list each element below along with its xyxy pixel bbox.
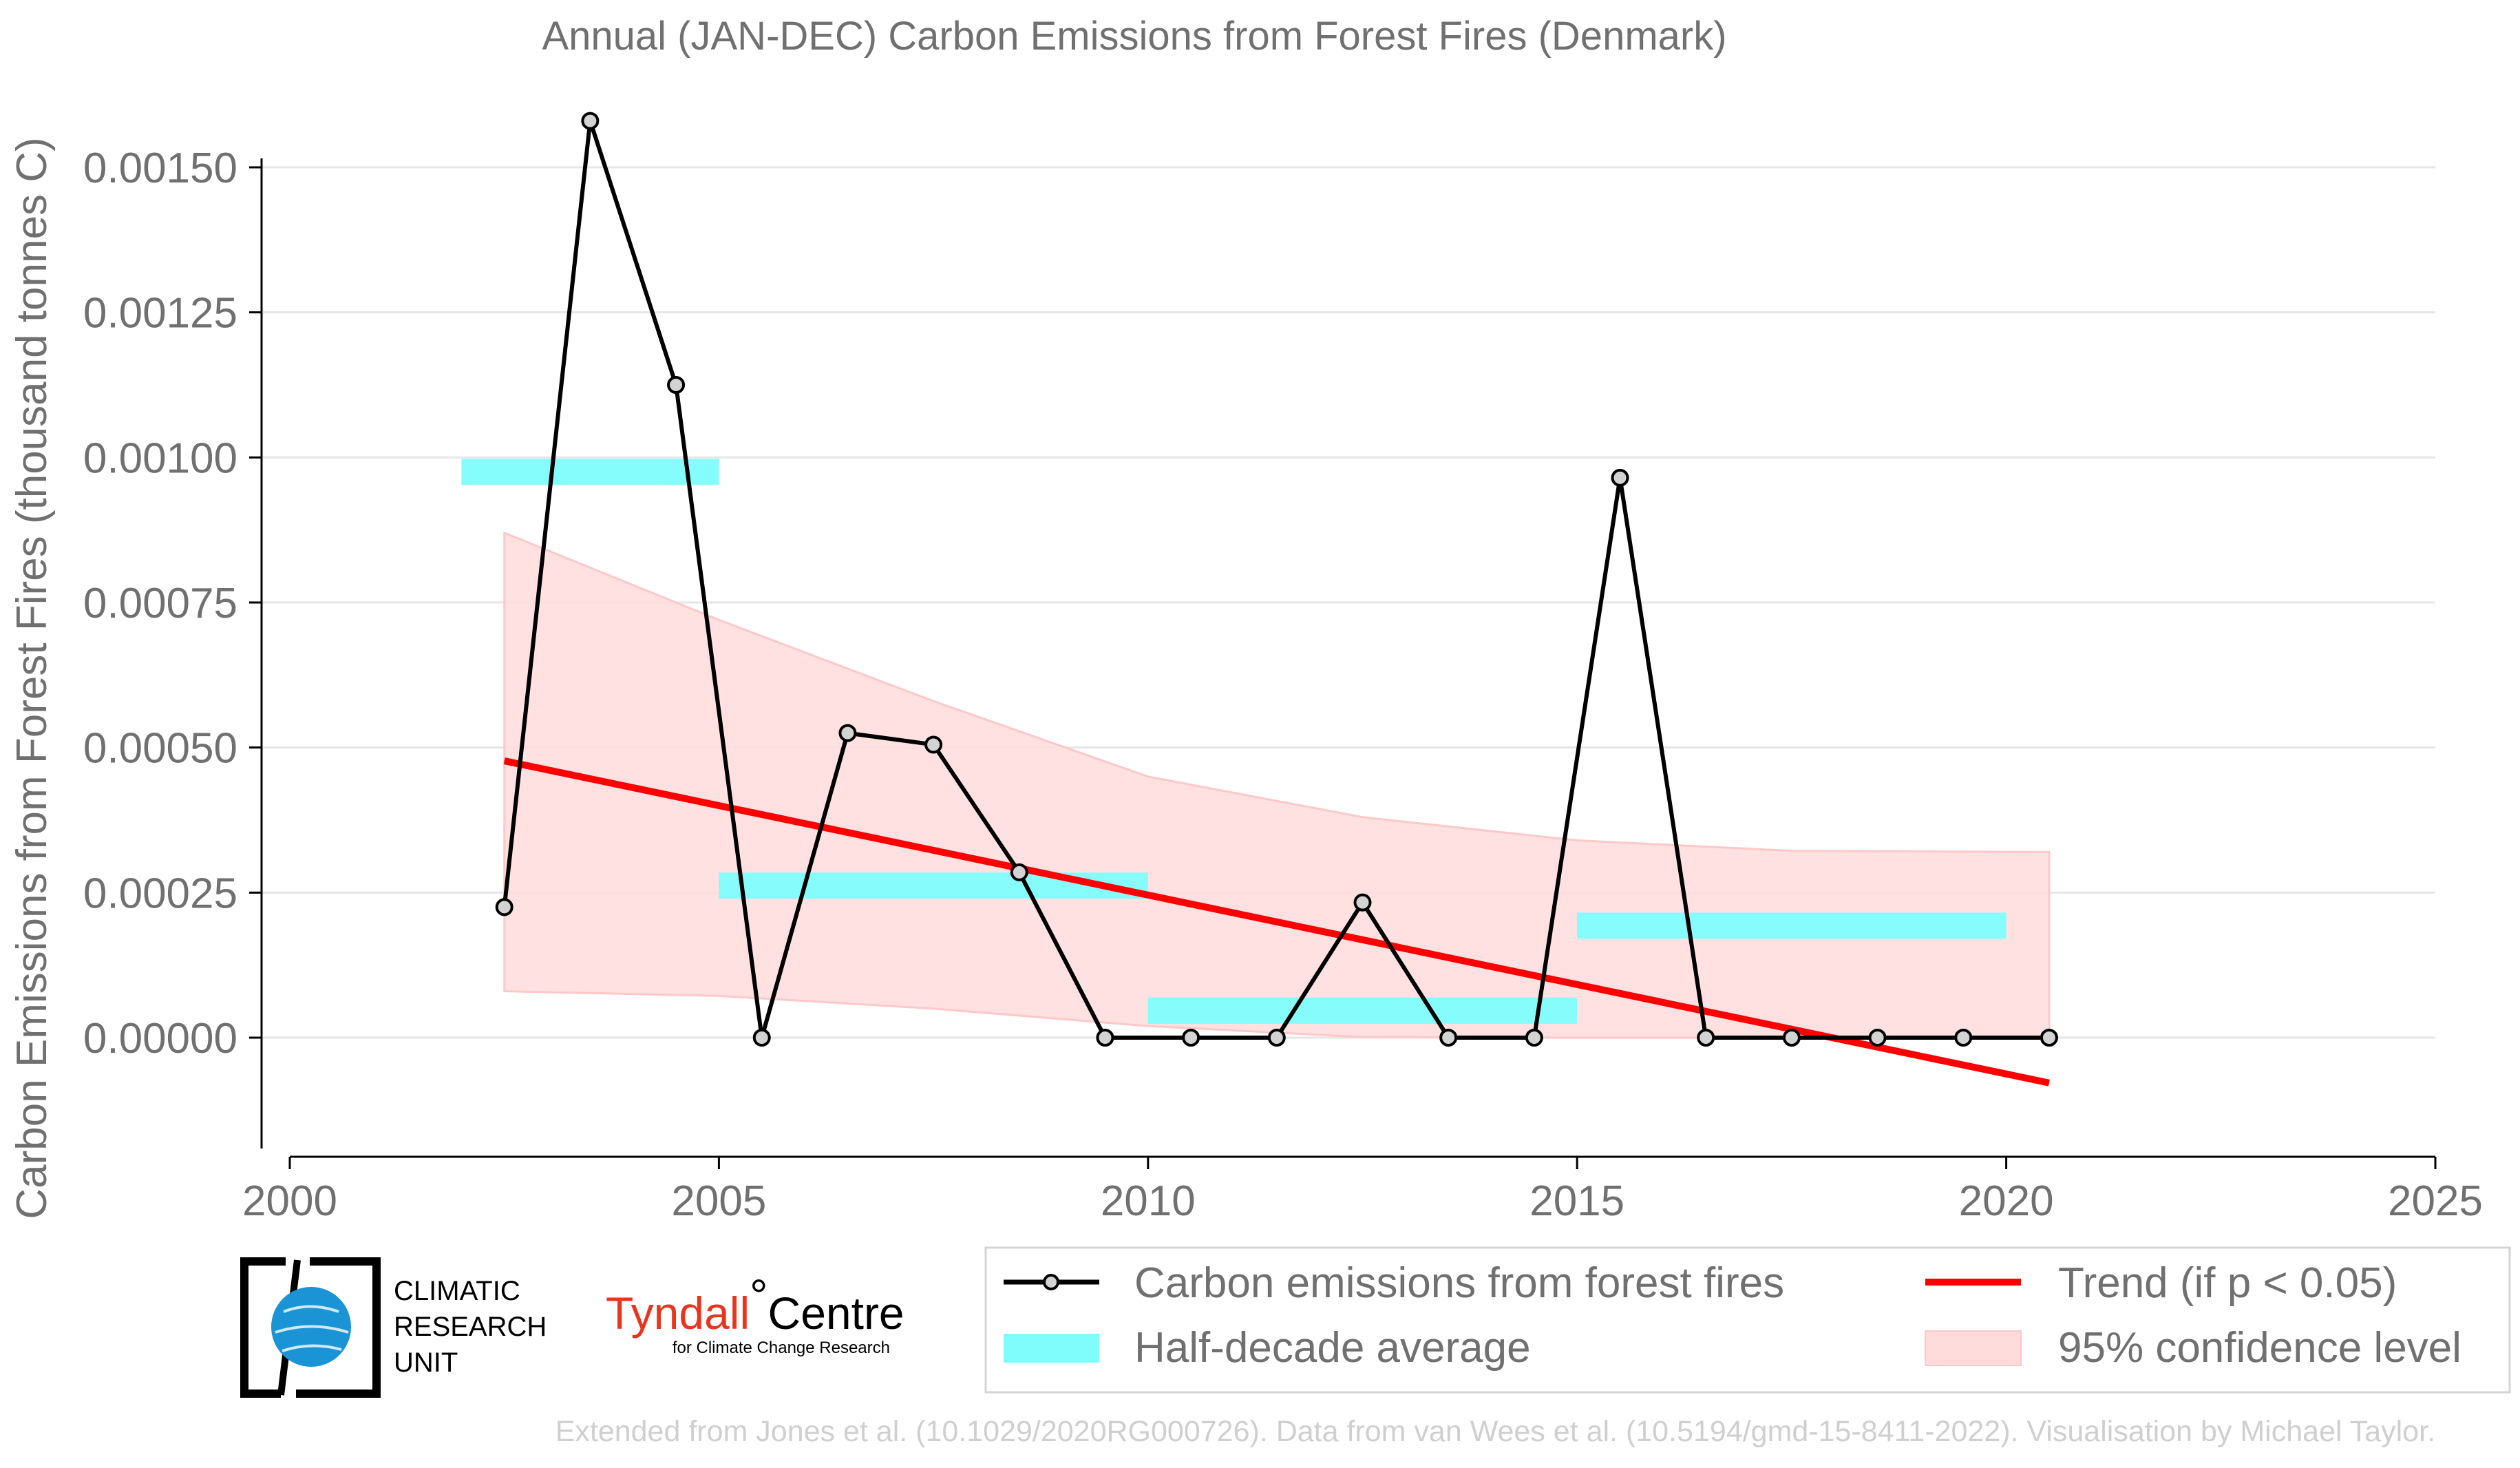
legend-swatch-half-decade bbox=[1004, 1334, 1099, 1363]
y-axis-ticks: 0.00000 0.00025 0.00050 0.00075 0.00100 0.001… bbox=[83, 145, 262, 1062]
y-tick-label: 0.00150 bbox=[83, 145, 237, 192]
cru-logo: CLIMATIC RESEARCH UNIT bbox=[240, 1257, 547, 1398]
tyndall-logo: Tyndall°Centre for Climate Change Resear… bbox=[606, 1270, 904, 1357]
y-tick-label: 0.00050 bbox=[83, 725, 237, 773]
legend-label-trend: Trend (if p < 0.05) bbox=[2058, 1259, 2397, 1307]
emissions-point bbox=[581, 112, 600, 130]
cru-logo-line-1: CLIMATIC bbox=[394, 1276, 520, 1306]
x-tick-label: 2025 bbox=[2388, 1177, 2483, 1225]
x-tick-label: 2015 bbox=[1529, 1177, 1624, 1225]
x-tick-label: 2000 bbox=[242, 1177, 337, 1225]
emissions-point bbox=[1096, 1029, 1114, 1047]
emissions-point bbox=[1697, 1029, 1715, 1047]
y-tick-label: 0.00025 bbox=[83, 870, 237, 917]
y-axis-label: Carbon Emissions from Forest Fires (thou… bbox=[8, 137, 56, 1219]
confidence-band bbox=[503, 531, 2051, 1039]
emissions-point bbox=[2040, 1029, 2058, 1047]
legend-swatch-confidence bbox=[1925, 1330, 2022, 1366]
cru-logo-line-2: RESEARCH bbox=[394, 1312, 547, 1342]
emissions-point bbox=[1525, 1029, 1543, 1047]
plot-area bbox=[461, 112, 2058, 1087]
legend: Carbon emissions from forest fires Trend… bbox=[984, 1246, 2511, 1394]
emissions-point bbox=[1611, 468, 1629, 487]
emissions-point bbox=[752, 1029, 771, 1047]
emissions-point bbox=[1182, 1029, 1200, 1047]
legend-box bbox=[984, 1246, 2511, 1394]
half-decade-bar bbox=[1147, 997, 1578, 1024]
emissions-point bbox=[1010, 863, 1028, 881]
y-tick-label: 0.00000 bbox=[83, 1015, 237, 1062]
half-decade-bar bbox=[461, 459, 719, 485]
half-decade-bar bbox=[719, 872, 1148, 899]
emissions-point bbox=[667, 376, 686, 394]
y-tick-label: 0.00075 bbox=[83, 580, 237, 627]
legend-label-confidence: 95% confidence level bbox=[2058, 1324, 2461, 1372]
half-decade-bar bbox=[1577, 912, 2007, 939]
x-axis-ticks: 2000 2005 2010 2015 2020 2025 bbox=[242, 1157, 2483, 1225]
legend-label-emissions: Carbon emissions from forest fires bbox=[1134, 1259, 1784, 1307]
x-tick-label: 2020 bbox=[1959, 1177, 2054, 1225]
chart-title: Annual (JAN-DEC) Carbon Emissions from F… bbox=[542, 14, 1726, 59]
emissions-point bbox=[1868, 1029, 1887, 1047]
emissions-point bbox=[838, 724, 857, 742]
emissions-point bbox=[1267, 1029, 1286, 1047]
legend-marker-emissions bbox=[1043, 1274, 1059, 1290]
emissions-point bbox=[1782, 1029, 1801, 1047]
tyndall-logo-wordmark: Tyndall°Centre bbox=[606, 1270, 904, 1339]
legend-label-half-decade: Half-decade average bbox=[1134, 1324, 1531, 1372]
credit-text: Extended from Jones et al. (10.1029/2020… bbox=[555, 1415, 2435, 1448]
y-tick-label: 0.00125 bbox=[83, 290, 237, 337]
x-tick-label: 2005 bbox=[671, 1177, 766, 1225]
emissions-point bbox=[1954, 1029, 1973, 1047]
x-tick-label: 2010 bbox=[1101, 1177, 1196, 1225]
cru-logo-line-3: UNIT bbox=[394, 1348, 458, 1378]
tyndall-logo-subtitle: for Climate Change Research bbox=[673, 1339, 890, 1357]
y-tick-label: 0.00100 bbox=[83, 434, 237, 482]
emissions-point bbox=[1439, 1029, 1458, 1047]
emissions-point bbox=[924, 735, 943, 754]
emissions-point bbox=[1353, 893, 1372, 912]
emissions-point bbox=[495, 898, 513, 916]
